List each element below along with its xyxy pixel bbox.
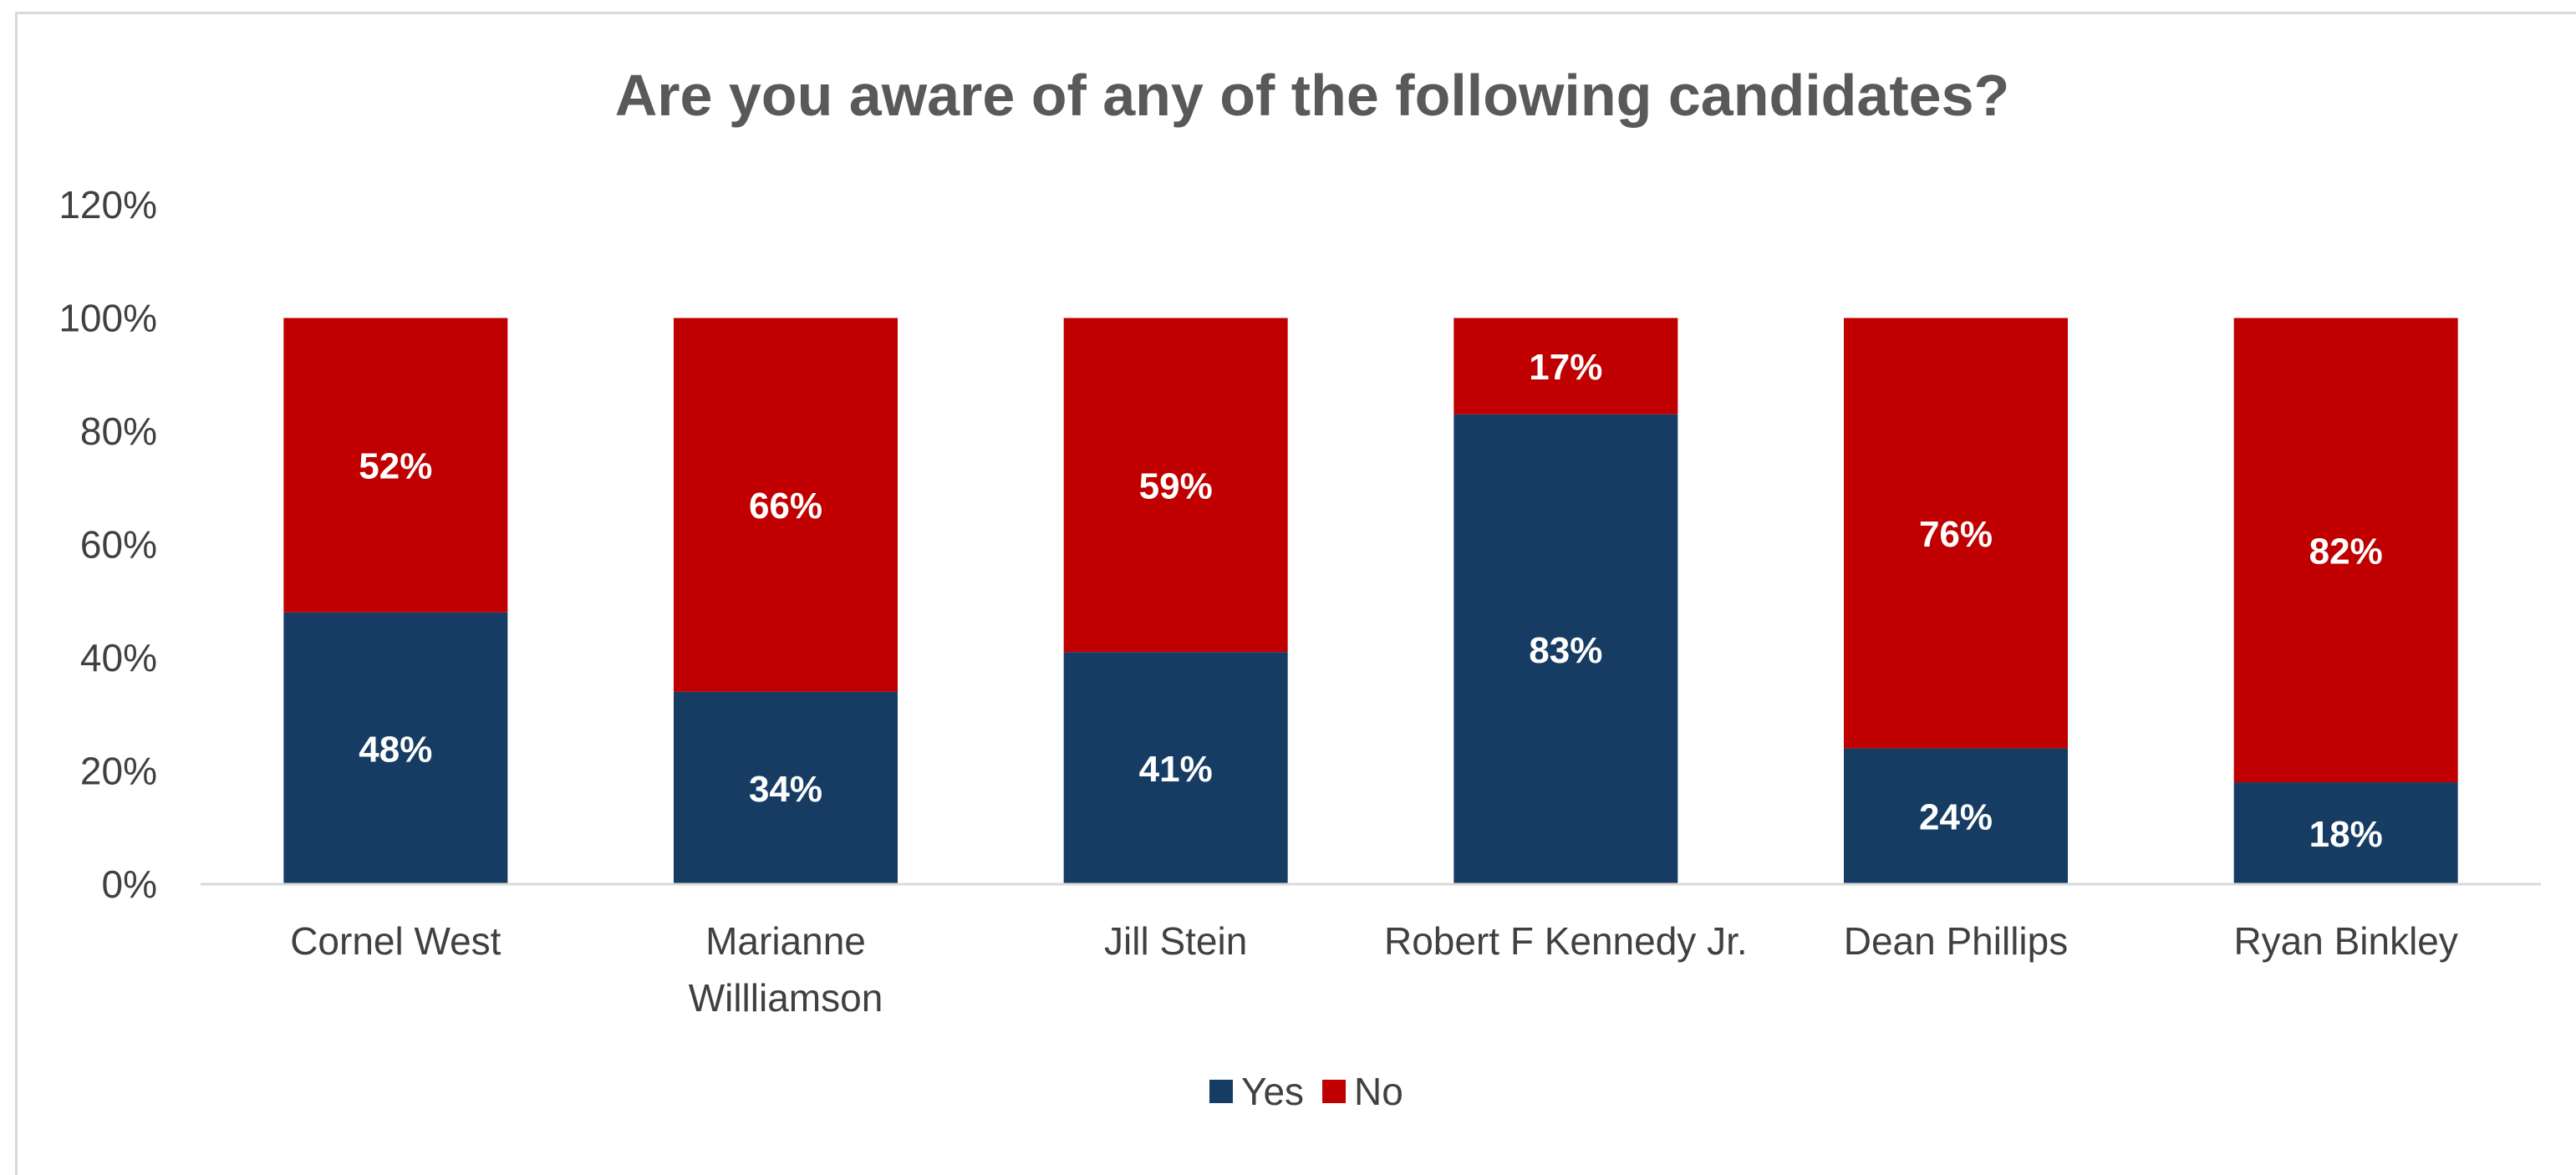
y-tick-label: 100% [59,297,157,340]
y-tick-label: 0% [102,862,157,906]
legend-label-no: No [1354,1070,1403,1113]
bar-segment-no [1063,318,1288,653]
data-label-yes: 83% [1529,630,1602,671]
x-axis: Cornel West Marianne Willliamson Jill Stein… [290,919,2458,1020]
bar-segment-no [2233,318,2458,783]
bar-segment-no [674,318,898,692]
y-tick-label: 80% [80,409,157,453]
y-tick-label: 20% [80,750,157,793]
data-label-no: 52% [359,446,432,487]
bar-segment-yes [1844,748,2068,884]
y-axis: 0% 20% 40% 60% 80% 100% 120% [59,183,157,906]
bar-segment-yes [2233,782,2458,884]
bars: 48% 52% 34% 66% 41% 59% 83% 17% 24% 76% 18% 82% [283,318,2458,884]
bar-segment-no [283,318,508,613]
y-tick-label: 40% [80,636,157,679]
data-label-yes: 34% [749,769,822,810]
legend-label-yes: Yes [1241,1070,1304,1113]
data-label-no: 59% [1139,465,1213,506]
bar-segment-yes [1063,652,1288,884]
bar-segment-yes [283,612,508,884]
x-tick-label: Robert F Kennedy Jr. [1384,919,1748,963]
x-tick-label: Cornel West [290,919,501,963]
data-label-yes: 41% [1139,749,1213,790]
data-label-no: 82% [2309,531,2383,572]
y-tick-label: 60% [80,523,157,567]
x-tick-label: Ryan Binkley [2233,919,2457,963]
bar-segment-yes [674,691,898,884]
data-label-yes: 48% [359,729,432,770]
bar-segment-yes [1453,414,1678,884]
chart-title: Are you aware of any of the following ca… [615,63,2010,128]
legend-swatch-yes [1209,1080,1233,1103]
data-label-yes: 24% [1919,797,1993,838]
x-tick-label: Willliamson [689,976,883,1020]
data-label-no: 66% [749,486,822,526]
x-tick-label: Dean Phillips [1844,919,2068,963]
y-tick-label: 120% [59,183,157,226]
bar-segment-no [1844,318,2068,749]
data-label-yes: 18% [2309,814,2383,855]
data-label-no: 17% [1529,347,1602,388]
bar-segment-no [1453,318,1678,415]
x-tick-label: Marianne [705,919,866,963]
legend-swatch-no [1322,1080,1347,1103]
data-label-no: 76% [1919,514,1993,555]
x-tick-label: Jill Stein [1104,919,1247,963]
legend: Yes No [1209,1070,1403,1113]
